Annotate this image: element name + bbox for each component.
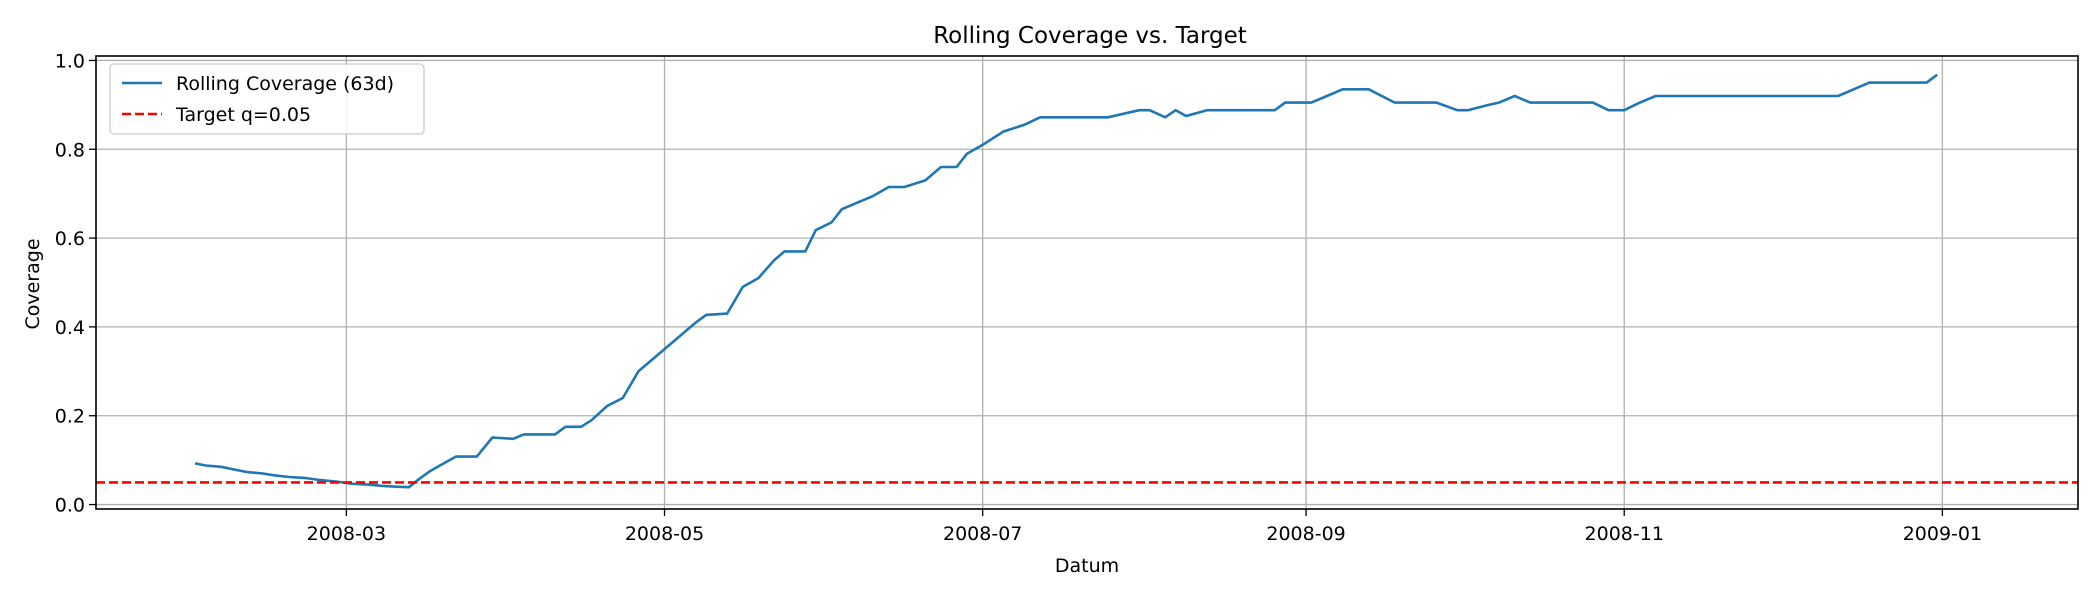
x-tick-label: 2008-07 [943,523,1022,545]
legend-label-rolling-coverage: Rolling Coverage (63d) [176,73,394,95]
y-tick-label: 0.2 [55,406,85,428]
series-line-rolling-coverage [194,73,1938,489]
y-axis-ticks: 0.0 0.2 0.4 0.6 0.8 1.0 [55,50,96,517]
x-tick-label: 2009-01 [1903,523,1982,545]
y-tick-label: 0.6 [55,228,85,250]
y-tick-label: 0.0 [55,495,85,517]
legend: Rolling Coverage (63d) Target q=0.05 [109,63,425,135]
y-axis-label: Coverage [22,238,44,329]
x-tick-label: 2008-09 [1266,523,1345,545]
chart-title: Rolling Coverage vs. Target [933,23,1247,49]
plot-frame [95,55,2079,510]
x-axis-ticks: 2008-03 2008-05 2008-07 2008-09 2008-11 2009-… [307,509,1982,545]
x-tick-label: 2008-05 [625,523,704,545]
x-tick-label: 2008-11 [1585,523,1664,545]
legend-label-target: Target q=0.05 [175,104,311,126]
series-lines [96,73,2078,489]
grid-lines [96,56,2078,509]
x-tick-label: 2008-03 [307,523,386,545]
y-tick-label: 0.8 [55,139,85,161]
y-tick-label: 0.4 [55,317,85,339]
y-tick-label: 1.0 [55,50,85,72]
legend-box [109,63,425,135]
x-axis-label: Datum [1055,555,1119,577]
